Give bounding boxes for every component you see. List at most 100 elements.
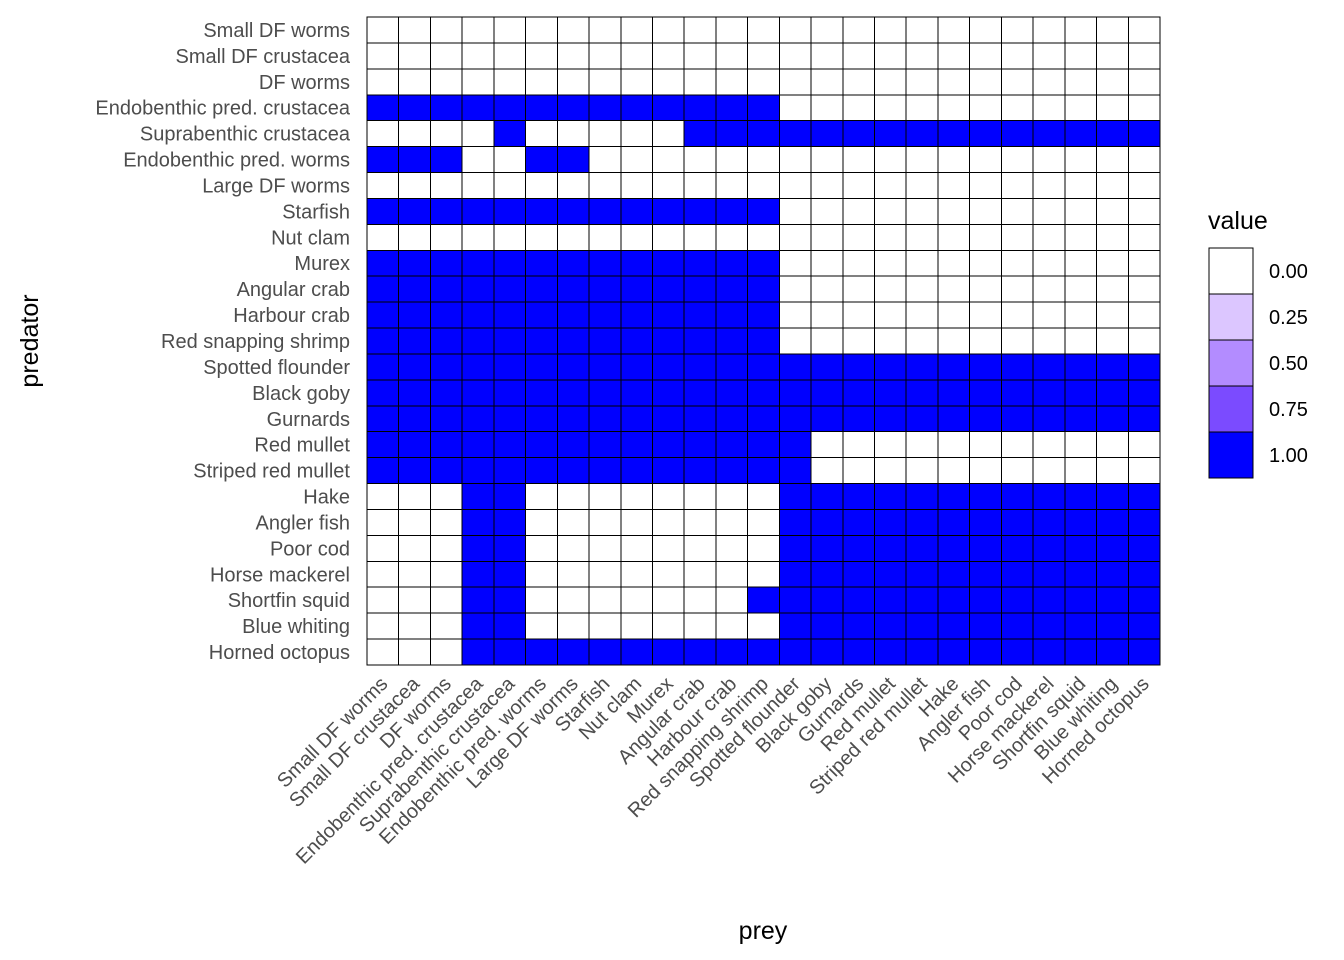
heatmap-cell bbox=[1064, 16, 1098, 44]
y-tick-label: Nut clam bbox=[271, 227, 350, 249]
heatmap-cell bbox=[1096, 560, 1129, 588]
heatmap-cell bbox=[937, 483, 971, 510]
heatmap-cell bbox=[493, 249, 527, 277]
heatmap-cell bbox=[1127, 612, 1161, 640]
heatmap-cell bbox=[683, 172, 717, 199]
heatmap-cell bbox=[969, 275, 1002, 303]
heatmap-cell bbox=[905, 534, 939, 562]
heatmap-cell bbox=[493, 534, 527, 562]
heatmap-cell bbox=[461, 534, 495, 562]
heatmap-cell bbox=[683, 327, 717, 355]
heatmap-cell bbox=[1127, 249, 1161, 277]
heatmap-cell bbox=[366, 68, 400, 96]
heatmap-cell bbox=[1032, 42, 1066, 70]
heatmap-cell bbox=[1096, 197, 1129, 225]
heatmap-cell bbox=[747, 612, 780, 640]
legend-label: 0.50 bbox=[1269, 353, 1308, 375]
heatmap-cell bbox=[874, 483, 907, 510]
heatmap-cell bbox=[366, 275, 400, 303]
heatmap-cell bbox=[493, 353, 527, 381]
heatmap-cell bbox=[493, 120, 527, 148]
heatmap-cell bbox=[588, 16, 622, 44]
heatmap-cell bbox=[493, 223, 527, 251]
heatmap-cell bbox=[461, 223, 495, 251]
heatmap-cell bbox=[429, 353, 463, 381]
heatmap-cell bbox=[1064, 172, 1098, 199]
y-tick-label: Black goby bbox=[252, 383, 350, 405]
y-tick-label: Red snapping shrimp bbox=[161, 331, 350, 353]
heatmap-cell bbox=[683, 68, 717, 96]
heatmap-cell bbox=[556, 68, 590, 96]
y-tick-label: Horned octopus bbox=[209, 642, 350, 664]
heatmap-cell bbox=[715, 483, 749, 510]
heatmap-cell bbox=[1096, 483, 1129, 510]
heatmap-cell bbox=[715, 197, 749, 225]
heatmap-cell bbox=[937, 379, 971, 407]
heatmap-cell bbox=[715, 353, 749, 381]
heatmap-cell bbox=[842, 586, 876, 614]
heatmap-cell bbox=[556, 94, 590, 122]
heatmap-cell bbox=[905, 612, 939, 640]
heatmap-cell bbox=[747, 172, 780, 199]
heatmap-cell bbox=[525, 223, 558, 251]
heatmap-cell bbox=[366, 146, 400, 174]
heatmap-cell bbox=[1127, 560, 1161, 588]
heatmap-cell bbox=[588, 431, 622, 459]
heatmap-cell bbox=[525, 612, 558, 640]
heatmap-cell bbox=[874, 612, 907, 640]
heatmap-cell bbox=[1064, 560, 1098, 588]
heatmap-cell bbox=[874, 534, 907, 562]
heatmap-cell bbox=[1064, 405, 1098, 433]
heatmap-cell bbox=[525, 197, 558, 225]
heatmap-cell bbox=[1000, 586, 1034, 614]
heatmap-cell bbox=[651, 405, 685, 433]
heatmap-cell bbox=[461, 42, 495, 70]
heatmap-cell bbox=[810, 457, 844, 485]
heatmap-cell bbox=[969, 249, 1002, 277]
heatmap-cell bbox=[398, 16, 431, 44]
heatmap-cell bbox=[778, 223, 812, 251]
heatmap-cell bbox=[778, 586, 812, 614]
heatmap-cell bbox=[1032, 508, 1066, 536]
heatmap-cell bbox=[1032, 353, 1066, 381]
heatmap-cell bbox=[778, 508, 812, 536]
heatmap-cell bbox=[525, 172, 558, 199]
heatmap-cell bbox=[842, 483, 876, 510]
heatmap-cell bbox=[556, 275, 590, 303]
y-tick-label: Blue whiting bbox=[242, 616, 350, 638]
heatmap-cell bbox=[810, 612, 844, 640]
heatmap-cell bbox=[1032, 327, 1066, 355]
heatmap-cell bbox=[651, 431, 685, 459]
heatmap-cell bbox=[461, 301, 495, 329]
heatmap-cell bbox=[747, 275, 780, 303]
heatmap-cell bbox=[1096, 508, 1129, 536]
heatmap-cell bbox=[810, 560, 844, 588]
heatmap-cell bbox=[683, 638, 717, 666]
heatmap-cells bbox=[366, 16, 1161, 666]
heatmap-cell bbox=[747, 353, 780, 381]
heatmap-cell bbox=[778, 249, 812, 277]
heatmap-cell bbox=[493, 638, 527, 666]
heatmap-cell bbox=[620, 534, 653, 562]
heatmap-cell bbox=[525, 301, 558, 329]
heatmap-cell bbox=[1127, 586, 1161, 614]
heatmap-cell bbox=[493, 68, 527, 96]
heatmap-cell bbox=[620, 275, 653, 303]
heatmap-cell bbox=[905, 94, 939, 122]
heatmap-cell bbox=[620, 16, 653, 44]
heatmap-cell bbox=[1064, 638, 1098, 666]
heatmap-cell bbox=[620, 457, 653, 485]
heatmap-cell bbox=[1096, 327, 1129, 355]
heatmap-cell bbox=[620, 172, 653, 199]
y-tick-label: Horse mackerel bbox=[210, 564, 350, 586]
heatmap-cell bbox=[683, 586, 717, 614]
heatmap-cell bbox=[842, 560, 876, 588]
heatmap-cell bbox=[398, 68, 431, 96]
heatmap-cell bbox=[588, 172, 622, 199]
heatmap-cell bbox=[1127, 379, 1161, 407]
heatmap-cell bbox=[778, 353, 812, 381]
heatmap-cell bbox=[905, 146, 939, 174]
heatmap-cell bbox=[874, 42, 907, 70]
heatmap-cell bbox=[429, 586, 463, 614]
